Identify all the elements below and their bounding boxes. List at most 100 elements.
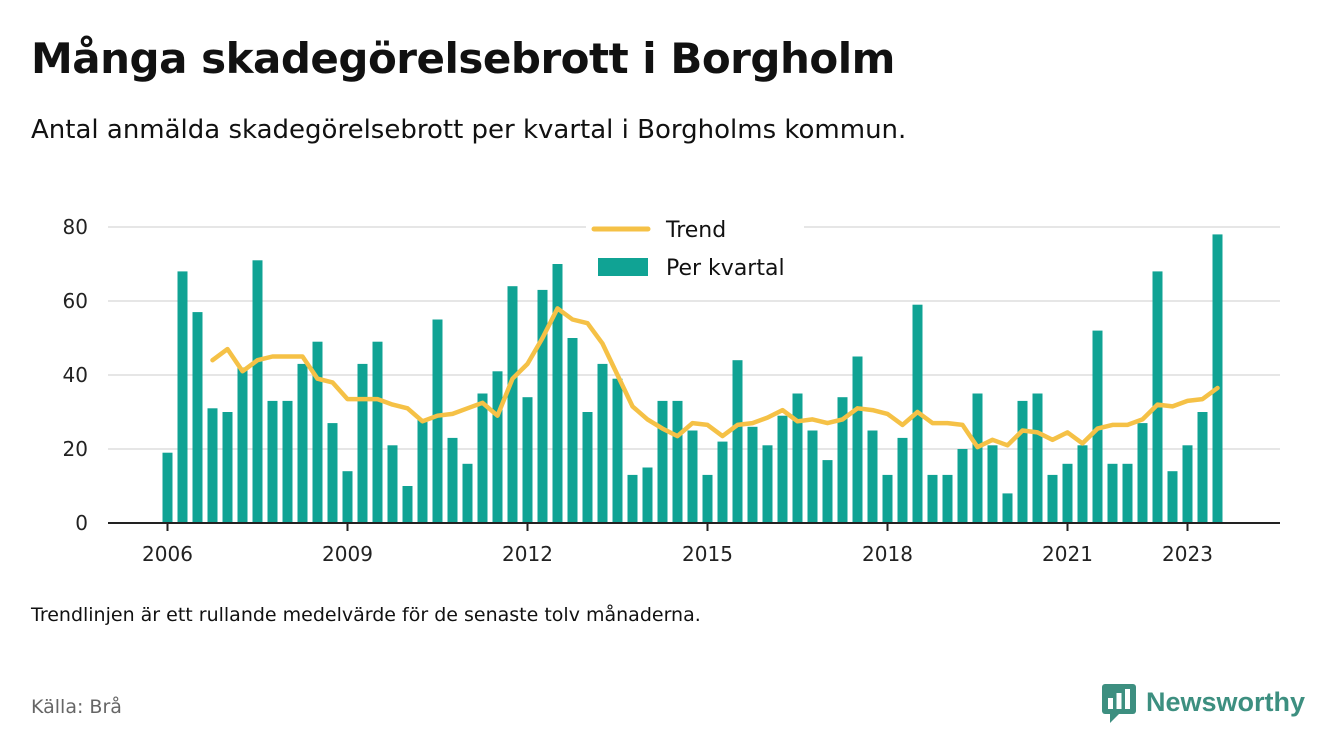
y-tick-label-80: 80	[63, 215, 88, 239]
bar-2017-Q4	[867, 430, 878, 523]
legend-bar-swatch	[598, 258, 648, 276]
bar-2019-Q4	[987, 445, 998, 523]
bar-2015-Q1	[702, 474, 713, 523]
bar-2008-Q3	[312, 341, 323, 523]
bar-2021-Q4	[1107, 463, 1118, 523]
legend: Trend Per kvartal	[586, 210, 804, 290]
y-tick-label-40: 40	[63, 363, 88, 387]
x-tick-label-2023: 2023	[1162, 542, 1213, 566]
bar-2008-Q2	[297, 363, 308, 523]
logo-bar-2	[1116, 693, 1122, 709]
bar-2022-Q2	[1137, 423, 1148, 523]
bar-2021-Q1	[1062, 463, 1073, 523]
newsworthy-logo-icon	[1102, 684, 1136, 723]
logo-bar-3	[1125, 689, 1130, 709]
bar-2018-Q2	[897, 437, 908, 523]
bar-2010-Q3	[432, 319, 443, 523]
bar-2021-Q2	[1077, 445, 1088, 523]
x-tick-label-2006: 2006	[142, 542, 193, 566]
bar-series	[162, 234, 1223, 523]
bar-2006-Q3	[192, 312, 203, 523]
bar-2012-Q1	[522, 397, 533, 523]
bar-2018-Q4	[927, 474, 938, 523]
axes: 0 20 40 60 80 2006 2009 2012 2015 2018 2021 2023	[63, 215, 1280, 566]
chart-note: Trendlinjen är ett rullande medelvärde f…	[31, 604, 701, 626]
bar-2009-Q1	[342, 471, 353, 523]
bar-2007-Q4	[267, 400, 278, 523]
bar-2022-Q3	[1152, 271, 1163, 523]
bar-2019-Q1	[942, 474, 953, 523]
bar-2009-Q2	[357, 363, 368, 523]
x-tick-label-2009: 2009	[322, 542, 373, 566]
source-text: Källa: Brå	[31, 696, 122, 718]
bar-2015-Q3	[732, 360, 743, 523]
bar-2014-Q1	[642, 467, 653, 523]
bar-2013-Q1	[582, 412, 593, 523]
bar-2020-Q2	[1017, 400, 1028, 523]
bar-2022-Q1	[1122, 463, 1133, 523]
chart-title: Många skadegörelsebrott i Borgholm	[31, 34, 895, 83]
brand-logo[interactable]: Newsworthy	[1102, 680, 1305, 724]
bar-2007-Q2	[237, 367, 248, 523]
bar-2008-Q1	[282, 400, 293, 523]
bar-2013-Q4	[627, 474, 638, 523]
bar-2014-Q3	[672, 400, 683, 523]
brand-name: Newsworthy	[1146, 686, 1306, 717]
bar-2010-Q2	[417, 419, 428, 523]
legend-trend-label: Trend	[665, 218, 726, 243]
bar-2016-Q1	[762, 445, 773, 523]
bar-2006-Q4	[207, 408, 218, 523]
x-tick-label-2012: 2012	[502, 542, 553, 566]
x-tick-label-2015: 2015	[682, 542, 733, 566]
logo-bubble-tail	[1110, 713, 1120, 723]
bar-2017-Q2	[837, 397, 848, 523]
y-tick-label-20: 20	[63, 437, 88, 461]
x-tick-label-2021: 2021	[1042, 542, 1093, 566]
bar-2015-Q2	[717, 441, 728, 523]
bar-2023-Q3	[1212, 234, 1223, 523]
bar-2013-Q2	[597, 363, 608, 523]
bar-2011-Q3	[492, 371, 503, 523]
bar-2015-Q4	[747, 426, 758, 523]
chart-canvas: 0 20 40 60 80 2006 2009 2012 2015 2018 2021 2023 Tr…	[62, 210, 1280, 566]
bar-2014-Q2	[657, 400, 668, 523]
trend-series	[210, 306, 1220, 450]
bar-2023-Q1	[1182, 445, 1193, 523]
legend-background	[586, 210, 804, 290]
bar-2013-Q3	[612, 378, 623, 523]
bar-2006-Q1	[162, 452, 173, 523]
bar-2010-Q4	[447, 437, 458, 523]
bar-2012-Q4	[567, 338, 578, 523]
y-tick-label-60: 60	[63, 289, 88, 313]
bar-2012-Q3	[552, 264, 563, 523]
bar-2009-Q3	[372, 341, 383, 523]
bar-2007-Q1	[222, 412, 233, 523]
bar-2008-Q4	[327, 423, 338, 523]
bar-2016-Q3	[792, 393, 803, 523]
bar-2020-Q3	[1032, 393, 1043, 523]
bar-2019-Q2	[957, 449, 968, 523]
legend-bar-label: Per kvartal	[666, 256, 785, 281]
bar-2018-Q1	[882, 474, 893, 523]
bar-2010-Q1	[402, 486, 413, 523]
bar-2019-Q3	[972, 393, 983, 523]
logo-bar-1	[1108, 698, 1113, 709]
bar-2017-Q1	[822, 460, 833, 523]
bar-2006-Q2	[177, 271, 188, 523]
bar-2014-Q4	[687, 430, 698, 523]
bar-2007-Q3	[252, 260, 263, 523]
chart-subtitle: Antal anmälda skadegörelsebrott per kvar…	[31, 115, 907, 145]
bar-2012-Q2	[537, 289, 548, 523]
trend-line	[210, 306, 1220, 450]
bar-2020-Q1	[1002, 493, 1013, 523]
bar-2020-Q4	[1047, 474, 1058, 523]
bar-2009-Q4	[387, 445, 398, 523]
bar-2011-Q4	[507, 286, 518, 523]
bar-2023-Q2	[1197, 412, 1208, 523]
bar-2011-Q1	[462, 463, 473, 523]
bar-2011-Q2	[477, 393, 488, 523]
y-tick-label-0: 0	[75, 511, 88, 535]
x-tick-label-2018: 2018	[862, 542, 913, 566]
bar-2022-Q4	[1167, 471, 1178, 523]
bar-2016-Q4	[807, 430, 818, 523]
